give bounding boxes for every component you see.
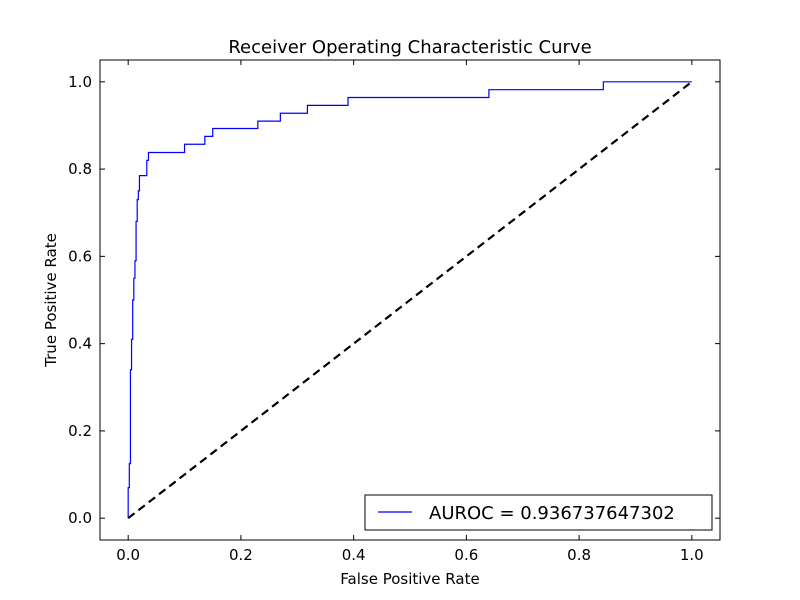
chart-title: Receiver Operating Characteristic Curve xyxy=(228,37,591,58)
x-tick-label: 1.0 xyxy=(680,546,704,564)
legend: AUROC = 0.936737647302 xyxy=(364,494,713,531)
y-tick-label: 0.0 xyxy=(68,509,92,527)
legend-box xyxy=(364,494,713,531)
y-tick-label: 0.2 xyxy=(68,422,92,440)
y-axis-label: True Positive Rate xyxy=(42,233,60,368)
y-tick-label: 0.6 xyxy=(68,247,92,265)
series-layer xyxy=(127,80,693,520)
x-tick-label: 0.2 xyxy=(229,546,253,564)
y-tick-label: 1.0 xyxy=(68,73,92,91)
roc-curve-line xyxy=(127,81,692,519)
y-tick-label: 0.4 xyxy=(68,335,92,353)
x-tick-label: 0.0 xyxy=(116,546,140,564)
x-tick-label: 0.6 xyxy=(454,546,478,564)
legend-entry-auroc: AUROC = 0.936737647302 xyxy=(429,503,675,524)
x-tick-label: 0.8 xyxy=(567,546,591,564)
axis-ticks: 0.0 0.2 0.4 0.6 0.8 1.0 0.0 0.2 0.4 0.6 0.8 1.0 xyxy=(68,60,720,564)
y-tick-label: 0.8 xyxy=(68,160,92,178)
chance-diagonal-line xyxy=(127,80,693,520)
x-axis-label: False Positive Rate xyxy=(340,570,479,588)
x-tick-label: 0.4 xyxy=(342,546,366,564)
